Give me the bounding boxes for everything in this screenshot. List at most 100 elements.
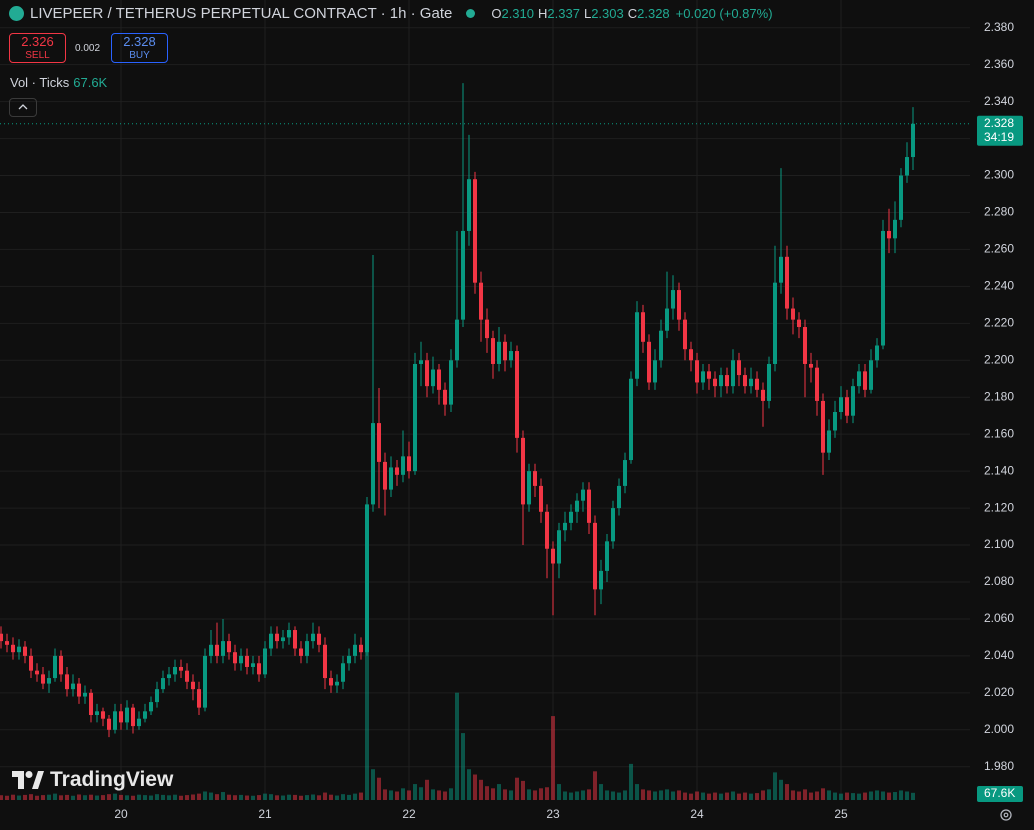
ohlc-values: O2.310 H2.337 L2.303 C2.328 +0.020 (+0.87%) bbox=[487, 6, 772, 21]
volume-bar bbox=[737, 793, 741, 800]
candle-body bbox=[275, 633, 279, 642]
volume-bar bbox=[629, 763, 633, 800]
volume-bar bbox=[839, 793, 843, 800]
volume-bar bbox=[893, 792, 897, 800]
volume-bar bbox=[503, 789, 507, 800]
sell-label: SELL bbox=[25, 50, 50, 61]
volume-bar bbox=[167, 795, 171, 800]
candle-body bbox=[713, 378, 717, 387]
volume-bar bbox=[413, 784, 417, 800]
collapse-button[interactable] bbox=[9, 98, 37, 117]
volume-bar bbox=[449, 788, 453, 800]
volume-bar bbox=[227, 794, 231, 800]
candle-body bbox=[569, 511, 573, 523]
sell-button[interactable]: 2.326 SELL bbox=[9, 33, 66, 63]
volume-bar bbox=[689, 793, 693, 800]
candle-body bbox=[257, 663, 261, 675]
y-tick-label: 2.040 bbox=[984, 648, 1014, 662]
candle-body bbox=[755, 378, 759, 390]
buy-price: 2.328 bbox=[123, 34, 156, 49]
candle-body bbox=[473, 179, 477, 283]
candle-body bbox=[377, 423, 381, 462]
volume-bar bbox=[563, 791, 567, 800]
volume-bar bbox=[653, 791, 657, 800]
volume-bar bbox=[65, 794, 69, 800]
volume-bar bbox=[497, 784, 501, 800]
candle-body bbox=[341, 663, 345, 682]
candle-body bbox=[197, 689, 201, 708]
candle-body bbox=[623, 460, 627, 486]
candle-body bbox=[137, 718, 141, 727]
candle-body bbox=[419, 360, 423, 364]
volume-bar bbox=[647, 790, 651, 800]
volume-bar bbox=[473, 774, 477, 800]
candle-body bbox=[581, 489, 585, 501]
candle-body bbox=[467, 179, 471, 231]
candle-body bbox=[809, 363, 813, 368]
volume-bar bbox=[791, 790, 795, 800]
candle-body bbox=[881, 230, 885, 346]
volume-bar bbox=[173, 794, 177, 800]
volume-bar bbox=[821, 788, 825, 800]
volume-bar bbox=[461, 733, 465, 800]
candle-body bbox=[0, 633, 3, 642]
candle-body bbox=[305, 641, 309, 656]
volume-bar bbox=[305, 795, 309, 800]
volume-bar bbox=[485, 786, 489, 800]
candle-body bbox=[383, 461, 387, 490]
candle-body bbox=[233, 652, 237, 664]
candle-body bbox=[17, 646, 21, 653]
volume-bar bbox=[599, 784, 603, 800]
candle-body bbox=[71, 683, 75, 690]
y-tick-label: 2.080 bbox=[984, 574, 1014, 588]
last-price-tag bbox=[977, 115, 1023, 146]
candle-body bbox=[611, 508, 615, 542]
candle-body bbox=[245, 655, 249, 667]
market-status bbox=[466, 9, 476, 18]
candle-body bbox=[365, 504, 369, 653]
volume-bar bbox=[131, 795, 135, 800]
candle-body bbox=[653, 360, 657, 383]
volume-bar bbox=[779, 779, 783, 800]
volume-bar bbox=[191, 794, 195, 800]
candle-body bbox=[125, 707, 129, 723]
volume-bar bbox=[101, 795, 105, 800]
buy-button[interactable]: 2.328 BUY bbox=[111, 33, 168, 63]
volume-bar bbox=[539, 788, 543, 800]
volume-bar bbox=[275, 795, 279, 800]
candle-body bbox=[875, 345, 879, 361]
volume-bar bbox=[59, 795, 63, 800]
candle-body bbox=[281, 637, 285, 642]
volume-bar bbox=[119, 794, 123, 800]
ohlc-key: O bbox=[491, 6, 502, 21]
ohlc-value: 2.328 bbox=[637, 6, 670, 21]
volume-bar bbox=[611, 791, 615, 800]
volume-tag-label: 67.6K bbox=[984, 786, 1015, 800]
volume-bar bbox=[113, 793, 117, 800]
volume-bar bbox=[287, 794, 291, 800]
volume-bar bbox=[77, 794, 81, 800]
candle-body bbox=[287, 630, 291, 638]
candle-body bbox=[665, 308, 669, 331]
candle-body bbox=[647, 341, 651, 383]
volume-bar bbox=[347, 794, 351, 800]
volume-bar bbox=[701, 792, 705, 800]
candle-body bbox=[359, 644, 363, 653]
candle-body bbox=[509, 351, 513, 361]
candle-body bbox=[311, 633, 315, 642]
candle-body bbox=[863, 371, 867, 390]
volume-bar bbox=[11, 794, 15, 800]
candle-body bbox=[815, 367, 819, 401]
y-tick-label: 2.300 bbox=[984, 168, 1014, 182]
header: LIVEPEER / TETHERUS PERPETUAL CONTRACT ·… bbox=[9, 5, 773, 22]
symbol-title[interactable]: LIVEPEER / TETHERUS PERPETUAL CONTRACT ·… bbox=[30, 5, 453, 22]
candle-body bbox=[47, 678, 51, 684]
candle-body bbox=[515, 351, 519, 438]
volume-tag bbox=[977, 786, 1023, 802]
candle-body bbox=[413, 363, 417, 472]
volume-bar bbox=[263, 793, 267, 800]
countdown: 34:19 bbox=[984, 130, 1014, 144]
volume-bar bbox=[425, 779, 429, 800]
volume-bar bbox=[155, 794, 159, 800]
